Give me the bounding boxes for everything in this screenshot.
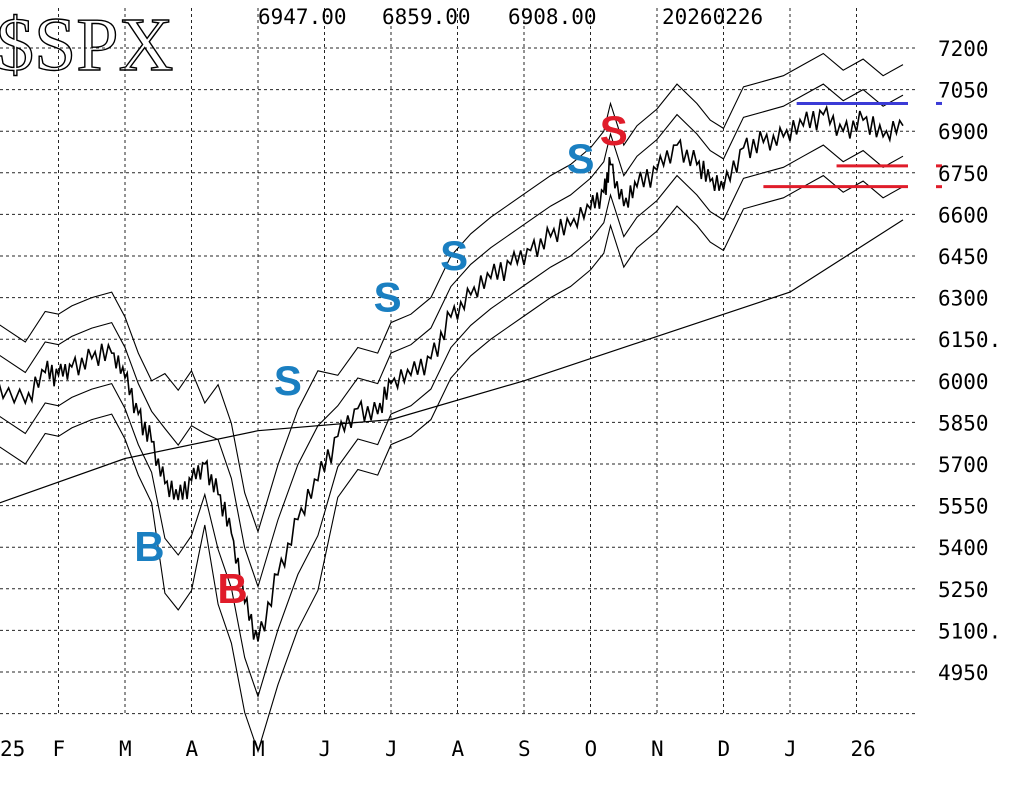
- x-tick-label: F: [53, 737, 66, 761]
- header-date: 20260226: [662, 5, 763, 29]
- grid: [0, 8, 916, 716]
- y-tick-label: 6150.: [938, 328, 1001, 352]
- x-tick-label: D: [718, 737, 731, 761]
- signal-s: S: [600, 107, 628, 154]
- x-tick-label: J: [784, 737, 797, 761]
- y-tick-label: 4950: [938, 661, 989, 685]
- band-inner-upper: [0, 83, 904, 589]
- level-lines: [763, 101, 942, 189]
- band-outer-lower: [0, 174, 904, 754]
- y-tick-label: 6600: [938, 203, 989, 227]
- signal-s: S: [440, 232, 468, 279]
- x-tick-label: O: [585, 737, 598, 761]
- ma200-line: [0, 219, 904, 504]
- header-high: 6947.00: [258, 5, 347, 29]
- y-tick-label: 5850: [938, 411, 989, 435]
- y-axis-ticks: 7200 7050 6900 6750 6600 6450 6300 6150. 6000 585…: [938, 37, 1001, 685]
- x-tick-label: M: [119, 737, 132, 761]
- y-tick-label: 6750: [938, 162, 989, 186]
- x-tick-label: A: [452, 737, 465, 761]
- header-low: 6859.00: [382, 5, 471, 29]
- y-tick-label: 7050: [938, 79, 989, 103]
- y-tick-label: 6000: [938, 370, 989, 394]
- signal-s: S: [567, 135, 595, 182]
- x-tick-label: S: [518, 737, 531, 761]
- x-tick-label: A: [186, 737, 199, 761]
- header-close: 6908.00: [508, 5, 597, 29]
- x-tick-label: N: [651, 737, 664, 761]
- y-tick-label: 5400: [938, 536, 989, 560]
- band-inner-lower: [0, 144, 904, 699]
- price-series: [0, 104, 904, 642]
- y-tick-label: 7200: [938, 37, 989, 61]
- price-line: [0, 104, 904, 642]
- y-tick-label: 6450: [938, 245, 989, 269]
- band-outer-upper: [0, 52, 904, 534]
- x-tick-label: M: [252, 737, 265, 761]
- x-tick-label: J: [319, 737, 332, 761]
- x-tick-label: 25: [0, 737, 25, 761]
- x-tick-label: 26: [851, 737, 876, 761]
- envelope-bands: [0, 52, 904, 754]
- signal-s: S: [274, 357, 302, 404]
- moving-average: [0, 219, 904, 504]
- signal-s: S: [374, 274, 402, 321]
- y-tick-label: 5250: [938, 578, 989, 602]
- y-tick-label: 6900: [938, 120, 989, 144]
- chart-title: $SPX: [0, 3, 173, 87]
- y-tick-label: 5550: [938, 495, 989, 519]
- signal-b: B: [217, 565, 247, 612]
- y-tick-label: 6300: [938, 287, 989, 311]
- y-tick-label: 5700: [938, 453, 989, 477]
- y-tick-label: 5100.: [938, 619, 1001, 643]
- x-axis-ticks: 25 F M A M J J A S O N D J 26: [0, 737, 876, 761]
- x-tick-label: J: [385, 737, 398, 761]
- signal-b: B: [134, 523, 164, 570]
